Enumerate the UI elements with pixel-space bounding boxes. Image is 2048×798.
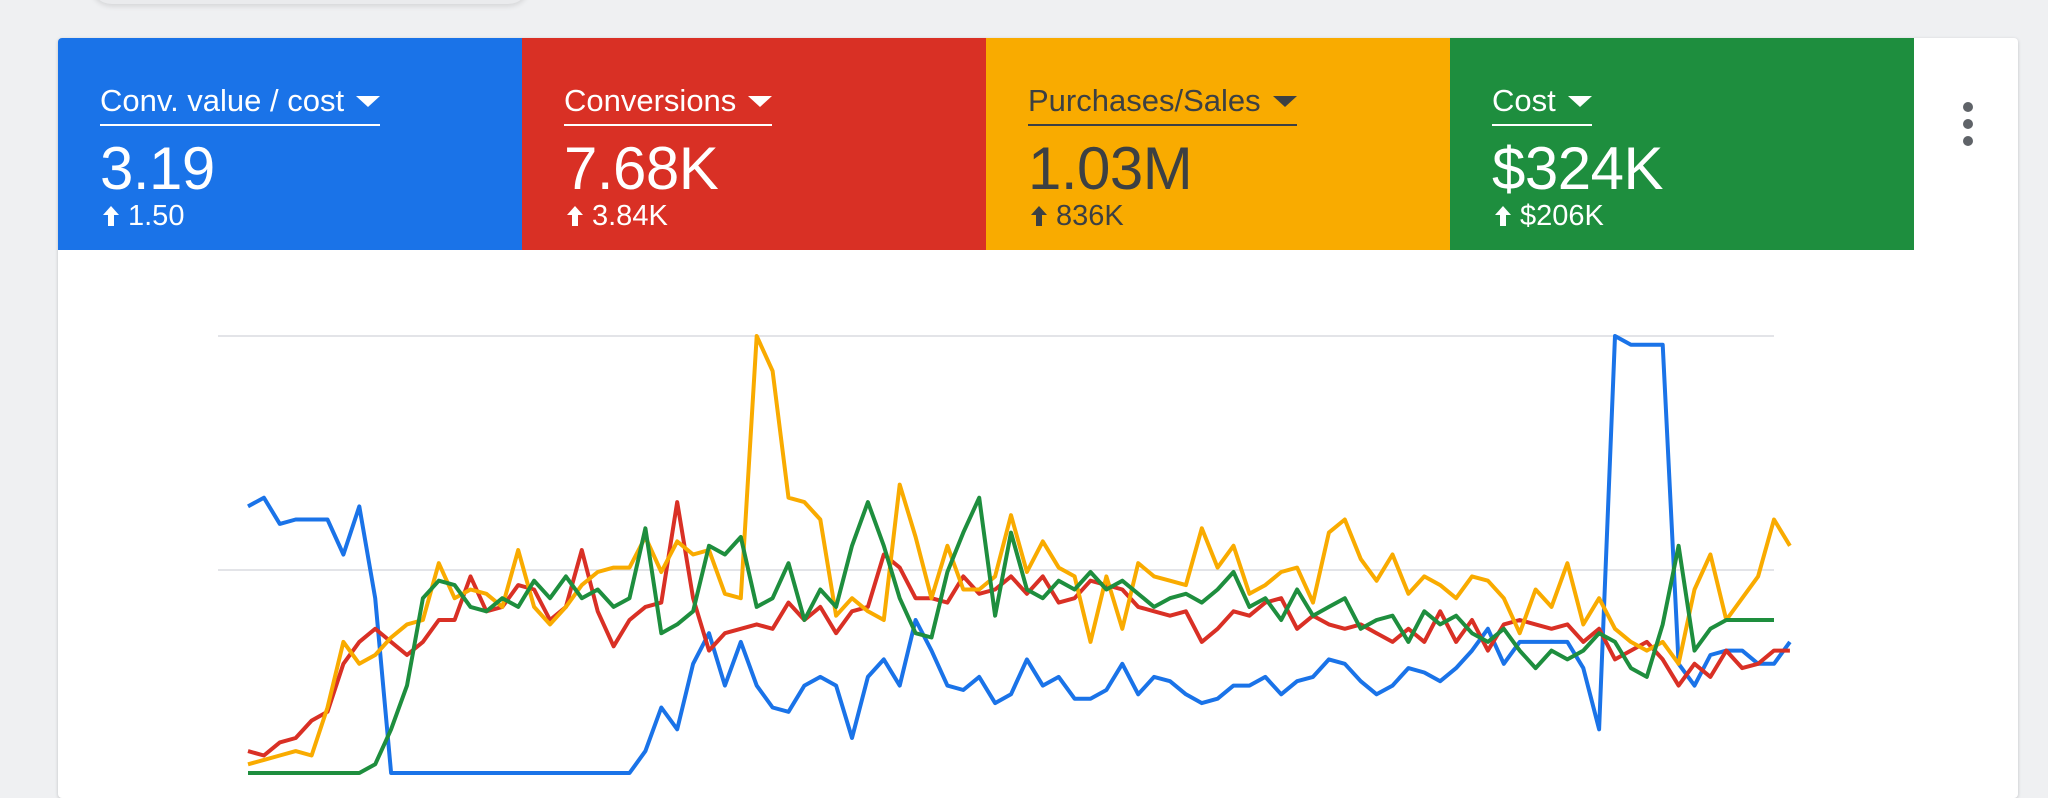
metric-value: 1.03M [1028,135,1193,202]
metric-change-value: 836K [1056,200,1124,232]
series-line-2 [247,334,1792,767]
arrow-up-icon [1031,206,1047,226]
performance-line-chart [218,334,1792,775]
more-dot [1963,102,1973,112]
caret-down-icon [1567,95,1592,107]
metric-change-value: 3.84K [592,200,668,232]
caret-down-icon [356,95,381,107]
metric-change: 836K [1028,200,1450,232]
metric-name-label: Conv. value / cost [100,83,345,118]
metric-value: $324K [1492,135,1664,202]
metric-tab-conv-value-cost[interactable]: Conv. value / cost 3.19 1.50 [58,38,522,250]
more-vert-icon[interactable] [1948,96,1988,152]
metric-name-label: Cost [1492,83,1556,118]
metric-change-value: $206K [1520,200,1604,232]
arrow-up-icon [103,206,119,226]
metric-selector[interactable]: Conversions [564,82,773,126]
series-line-3 [248,495,1774,775]
arrow-up-icon [567,206,583,226]
metric-change: $206K [1492,200,1914,232]
metric-name-label: Purchases/Sales [1028,83,1261,118]
metric-change: 1.50 [100,200,522,232]
metric-name-label: Conversions [564,83,737,118]
metric-selector[interactable]: Cost [1492,82,1592,126]
metric-selector[interactable]: Conv. value / cost [100,82,381,126]
search-bar-shadow [90,0,530,4]
metric-tab-purchases-sales[interactable]: Purchases/Sales 1.03M 836K [986,38,1450,250]
metric-change: 3.84K [564,200,986,232]
metric-tabs: Conv. value / cost 3.19 1.50 Conversions… [58,38,1914,250]
metric-value: 7.68K [564,135,719,202]
metric-change-value: 1.50 [128,200,185,232]
metric-tab-conversions[interactable]: Conversions 7.68K 3.84K [522,38,986,250]
more-dot [1963,119,1973,129]
metric-tab-cost[interactable]: Cost $324K $206K [1450,38,1914,250]
metric-selector[interactable]: Purchases/Sales [1028,82,1297,126]
caret-down-icon [748,95,773,107]
performance-card: Conv. value / cost 3.19 1.50 Conversions… [58,38,2018,798]
metric-value: 3.19 [100,135,215,202]
arrow-up-icon [1495,206,1511,226]
caret-down-icon [1272,95,1297,107]
more-dot [1963,136,1973,146]
